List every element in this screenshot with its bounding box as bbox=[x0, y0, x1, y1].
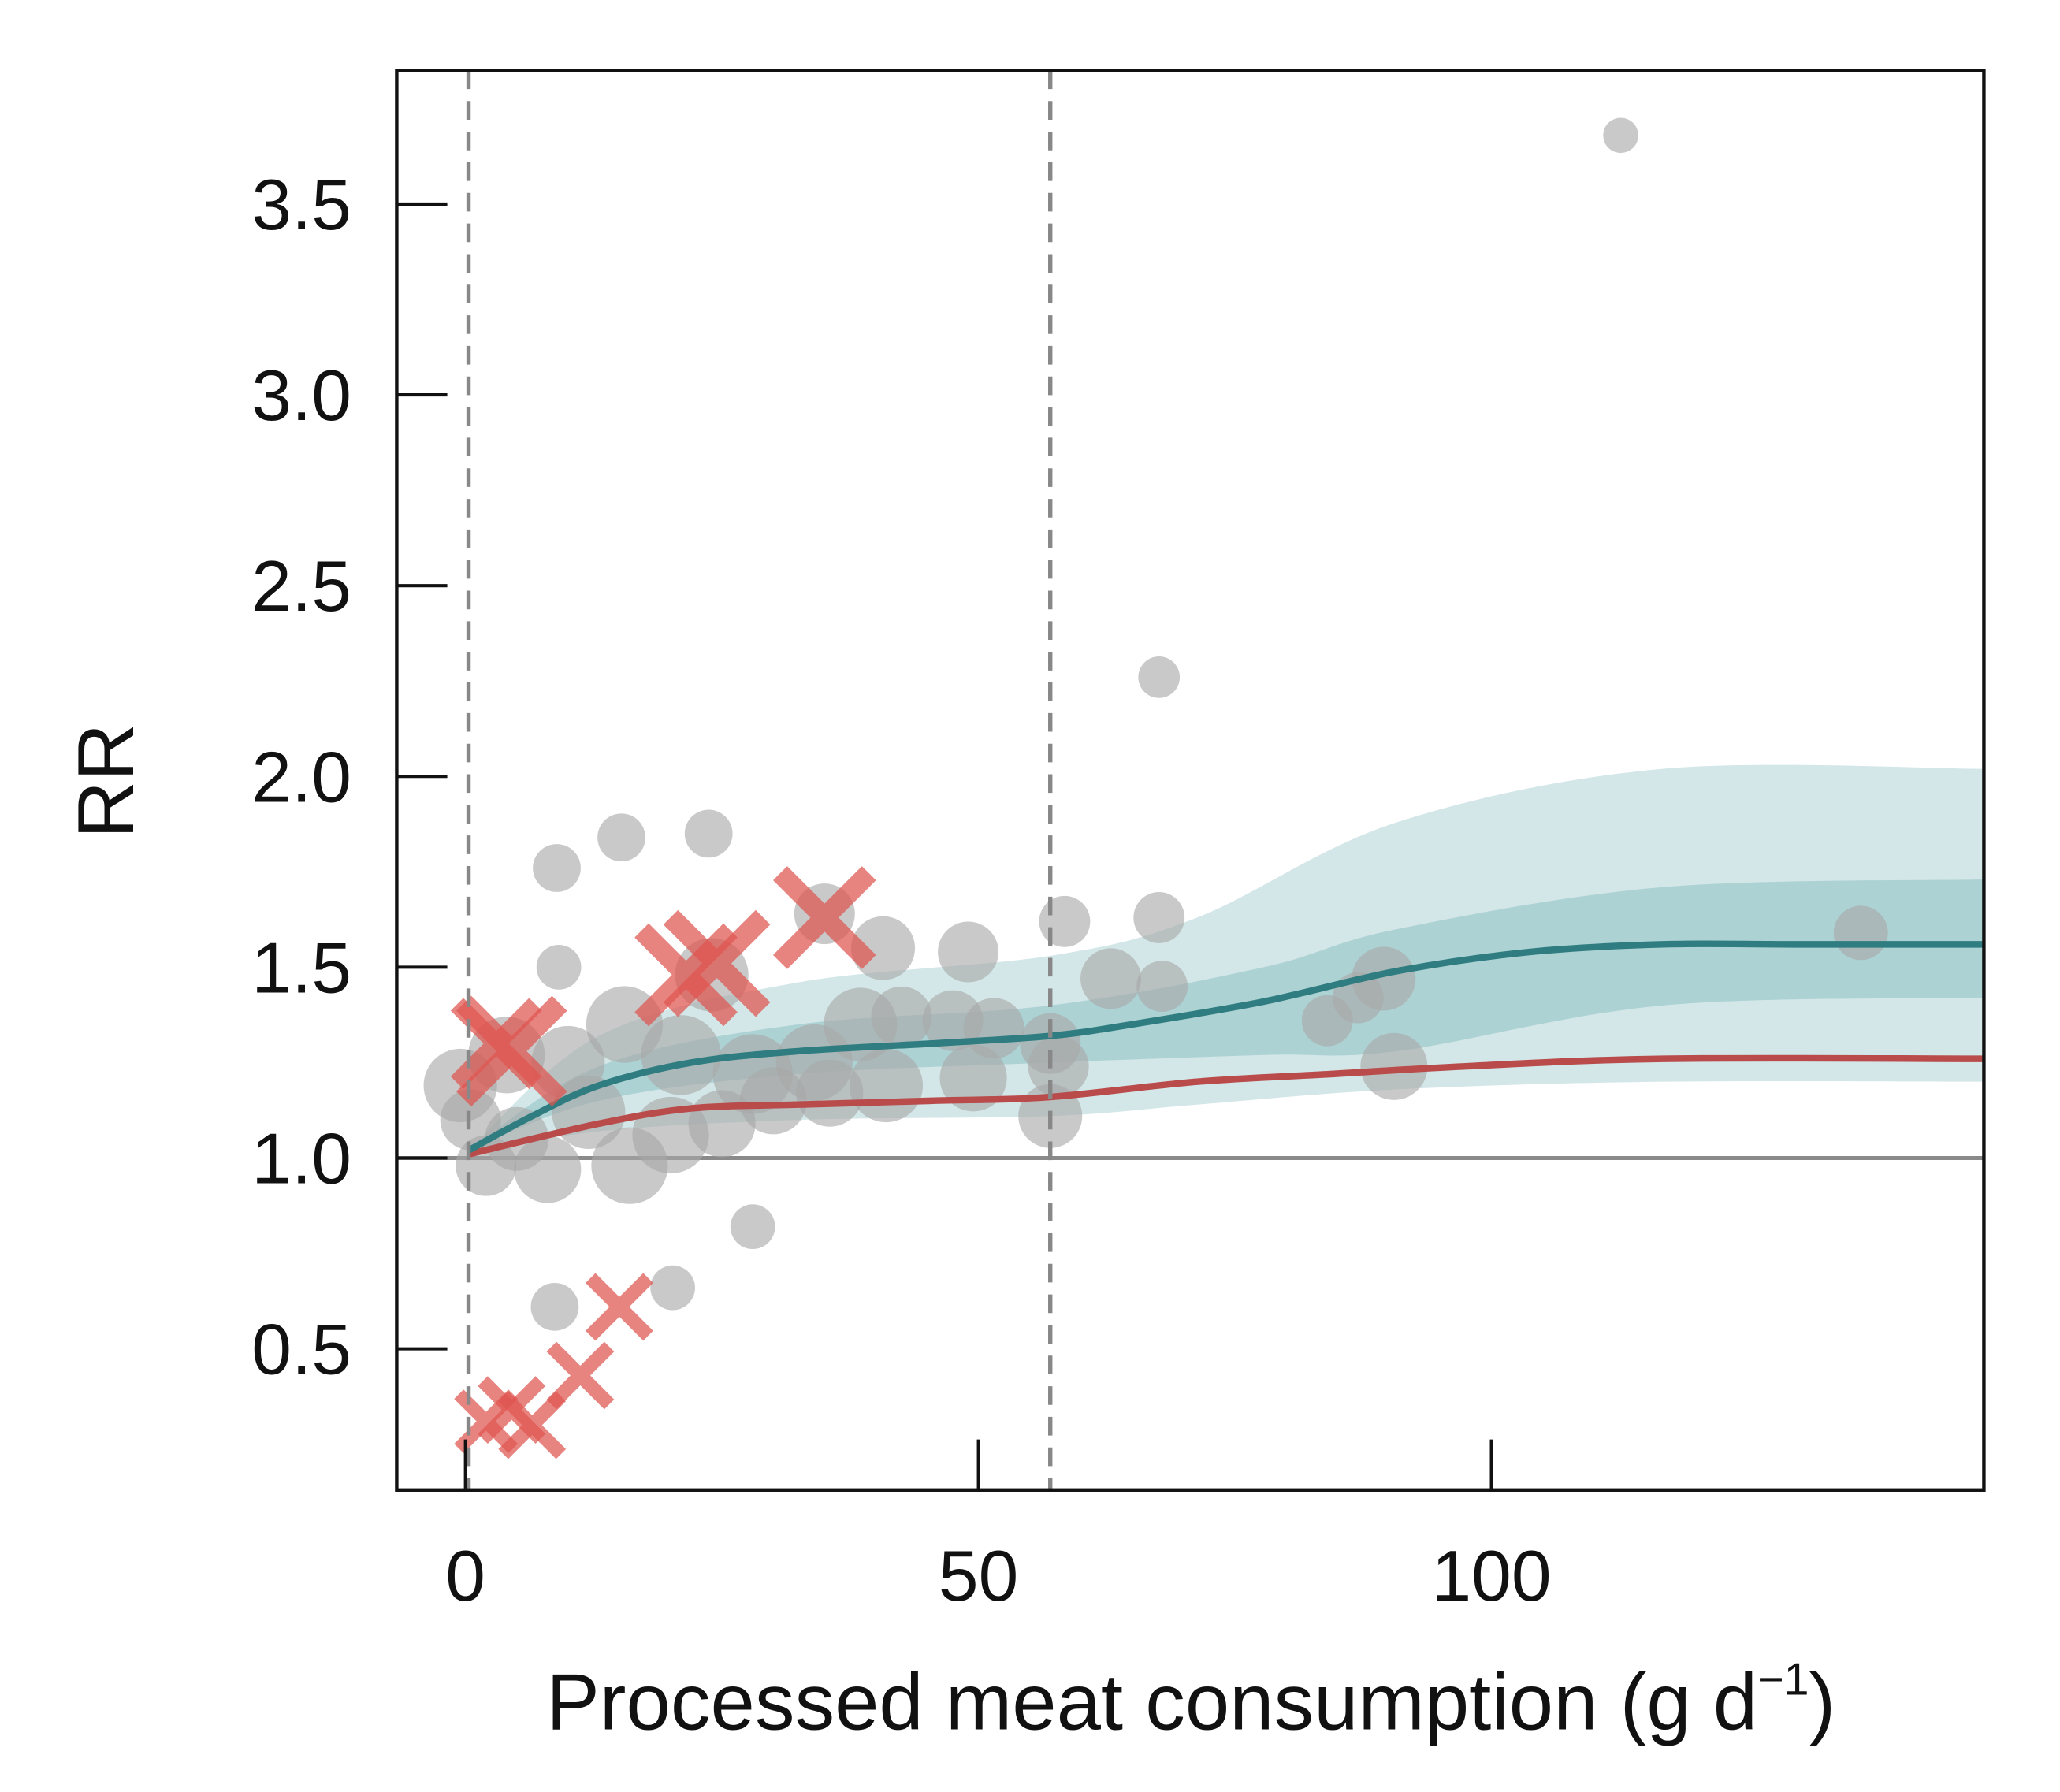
cross-stroke bbox=[634, 923, 738, 1027]
study-points-layer bbox=[423, 117, 1888, 1331]
cross-stroke bbox=[586, 1273, 653, 1341]
study-point bbox=[871, 986, 932, 1047]
cross-stroke bbox=[546, 1341, 615, 1410]
excluded-point-cross bbox=[772, 866, 876, 969]
x-axis-title-main: Processed meat consumption (g d bbox=[546, 1658, 1757, 1747]
study-point bbox=[1133, 892, 1185, 943]
x-tick-label: 50 bbox=[939, 1536, 1018, 1616]
excluded-point-cross bbox=[546, 1341, 615, 1410]
study-point bbox=[533, 844, 581, 892]
x-axis-title: Processed meat consumption (g d−1) bbox=[546, 1655, 1835, 1747]
study-point bbox=[730, 1204, 775, 1250]
cross-stroke bbox=[663, 909, 771, 1017]
study-point bbox=[1603, 117, 1638, 154]
excluded-point-cross bbox=[586, 1273, 653, 1341]
study-point bbox=[938, 921, 999, 983]
study-point bbox=[1833, 905, 1888, 961]
study-point bbox=[939, 1044, 1007, 1112]
excluded-points-layer bbox=[450, 866, 876, 1459]
cross-stroke bbox=[450, 998, 542, 1090]
y-axis: 0.5 1.0 1.5 2.0 2.5 3.0 3.5 bbox=[251, 165, 448, 1390]
study-point bbox=[1138, 656, 1181, 698]
study-point bbox=[1028, 1035, 1089, 1097]
x-tick-label: 100 bbox=[1431, 1536, 1551, 1616]
cross-stroke bbox=[454, 1389, 519, 1454]
y-tick-label: 2.5 bbox=[251, 546, 351, 626]
y-tick-label: 2.0 bbox=[251, 737, 351, 817]
y-tick-label: 3.0 bbox=[251, 355, 351, 436]
y-tick-label: 0.5 bbox=[251, 1310, 351, 1390]
x-tick-label: 0 bbox=[445, 1536, 485, 1616]
x-axis: 0 50 100 bbox=[445, 1439, 1552, 1616]
study-point bbox=[1080, 948, 1142, 1009]
x-axis-title-close: ) bbox=[1809, 1658, 1836, 1747]
alternative-curve-line bbox=[467, 1054, 1984, 1158]
excluded-point-cross bbox=[450, 998, 542, 1090]
cross-stroke bbox=[772, 866, 876, 969]
study-point bbox=[739, 1067, 807, 1135]
study-point bbox=[1301, 995, 1353, 1047]
study-point bbox=[641, 1015, 721, 1095]
plot-frame bbox=[395, 69, 1986, 1492]
study-point bbox=[796, 1059, 864, 1127]
study-point bbox=[597, 813, 645, 862]
study-point bbox=[650, 1265, 695, 1311]
y-tick-label: 1.5 bbox=[251, 928, 351, 1008]
study-point bbox=[1136, 961, 1188, 1013]
y-tick-label: 1.0 bbox=[251, 1119, 351, 1199]
study-point bbox=[1039, 895, 1091, 947]
study-point bbox=[1360, 1032, 1428, 1100]
study-point bbox=[684, 809, 733, 858]
study-point bbox=[485, 1106, 549, 1171]
x-axis-title-superscript: −1 bbox=[1757, 1655, 1809, 1705]
mean-curve-line bbox=[467, 940, 1984, 1154]
study-point bbox=[591, 1127, 668, 1204]
study-point bbox=[530, 1282, 579, 1331]
excluded-point-cross bbox=[663, 909, 771, 1017]
dashed-lines-layer bbox=[466, 70, 1053, 1490]
study-point bbox=[850, 916, 916, 980]
y-axis-title: RR bbox=[61, 723, 151, 838]
excluded-point-cross bbox=[634, 923, 738, 1027]
study-point bbox=[536, 945, 582, 990]
y-tick-label: 3.5 bbox=[251, 165, 351, 245]
curves-layer bbox=[467, 940, 1984, 1158]
